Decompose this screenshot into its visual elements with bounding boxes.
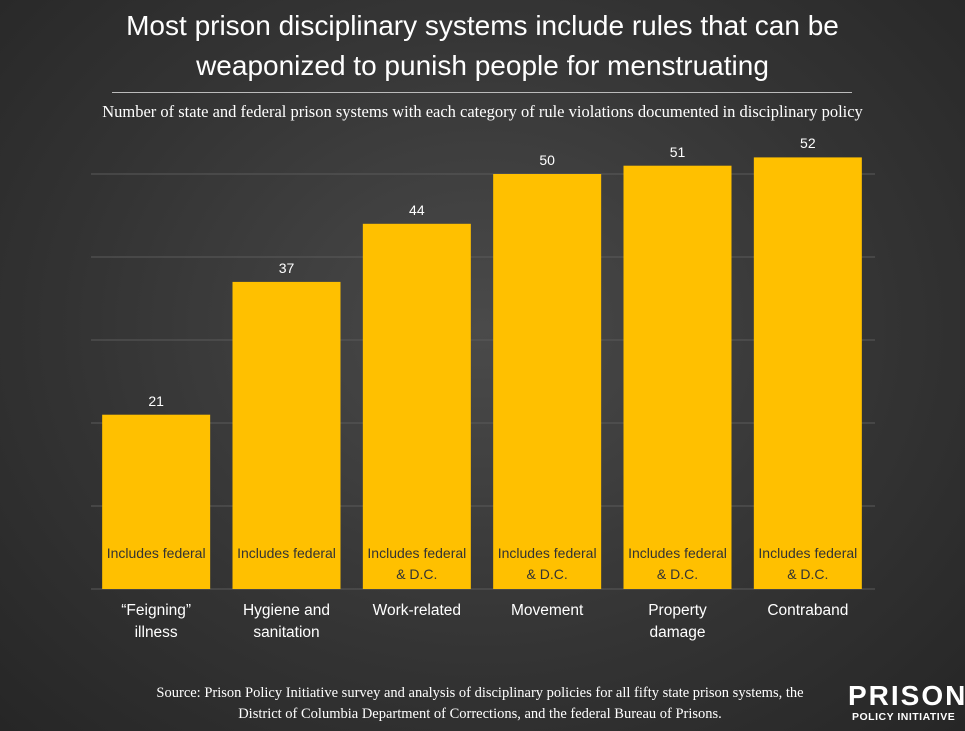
- bar-note: Includes federal: [106, 545, 206, 561]
- value-label: 21: [148, 392, 164, 409]
- bar-note: Includes federal & D.C.: [628, 545, 727, 582]
- bar: [102, 414, 211, 589]
- x-tick-label: Property damage: [648, 602, 707, 641]
- x-tick-label: Hygiene and sanitation: [242, 602, 331, 641]
- bar-note: Includes federal & D.C.: [367, 545, 467, 582]
- logo: PRISON: [848, 680, 965, 711]
- chart-title: Most prison disciplinary systems include…: [126, 10, 839, 81]
- x-tick-label: “Feigning” illness: [121, 602, 192, 641]
- bar: [493, 174, 602, 589]
- x-tick-label: Movement: [510, 602, 584, 619]
- value-label: 50: [539, 152, 555, 168]
- bar-note: Includes federal & D.C.: [758, 545, 858, 582]
- bar-note: Includes federal & D.C.: [497, 545, 597, 582]
- title-rule: [112, 92, 852, 93]
- value-label: 37: [278, 259, 295, 276]
- x-tick-label: Work-related: [372, 602, 462, 619]
- logo: POLICY INITIATIVE: [852, 711, 956, 723]
- x-tick-label: Contraband: [767, 602, 849, 619]
- bar: [362, 223, 471, 590]
- bar: [623, 165, 732, 589]
- bar: [753, 157, 862, 589]
- bar-note: Includes federal: [237, 545, 336, 561]
- value-label: 44: [409, 201, 425, 218]
- chart-subtitle: Number of state and federal prison syste…: [102, 102, 863, 121]
- value-label: 51: [669, 143, 686, 160]
- value-label: 52: [800, 135, 816, 152]
- bar: [232, 281, 341, 589]
- source-note: Source: Prison Policy Initiative survey …: [156, 685, 804, 722]
